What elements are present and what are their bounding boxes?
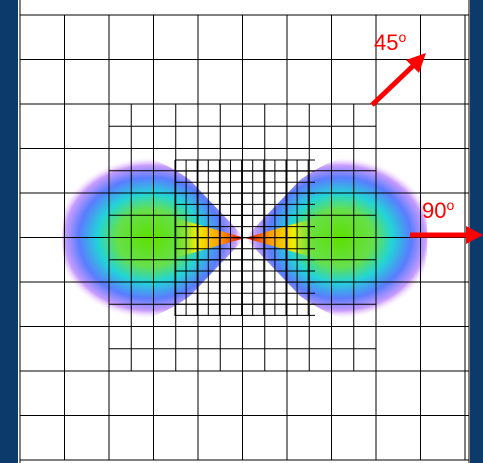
page: 45o 90o (() => { const data = JSON.parse… (0, 0, 483, 463)
angle-value: 90 (422, 198, 446, 223)
mesh-figure: 45o 90o (0, 0, 483, 463)
degree-sign: o (398, 29, 406, 45)
degree-sign: o (446, 197, 454, 213)
angle-value: 45 (374, 30, 398, 55)
arrow-head (466, 226, 483, 244)
